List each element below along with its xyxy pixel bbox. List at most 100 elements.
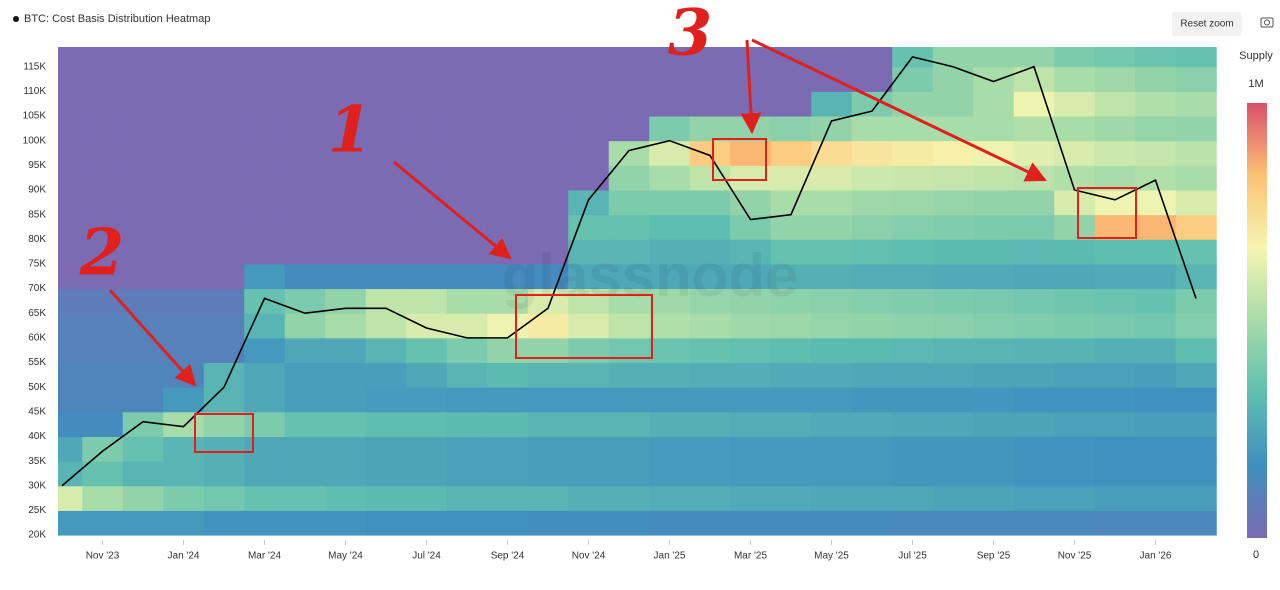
- heat-cell: [325, 214, 367, 240]
- heat-cell: [1054, 436, 1096, 462]
- heat-cell: [406, 362, 448, 388]
- camera-icon[interactable]: [1260, 17, 1274, 28]
- heat-cell: [1054, 263, 1096, 290]
- heat-cell: [1094, 189, 1136, 216]
- heat-cell: [82, 116, 124, 142]
- heat-cell: [851, 288, 893, 314]
- heat-cell: [365, 313, 407, 339]
- heat-cell: [58, 239, 83, 265]
- reset-zoom-label[interactable]: Reset zoom: [1180, 19, 1233, 30]
- heat-cell: [689, 510, 731, 536]
- heat-cell: [203, 288, 245, 314]
- heat-cell: [406, 510, 448, 536]
- heat-cell: [568, 165, 610, 191]
- heat-cell: [892, 165, 934, 191]
- colorbar: [1247, 103, 1267, 538]
- heat-cell: [892, 91, 934, 117]
- heat-cell: [325, 165, 367, 191]
- heat-cell: [58, 263, 83, 290]
- heat-cell: [58, 313, 83, 339]
- heat-cell: [325, 337, 367, 364]
- heat-cell: [770, 313, 812, 339]
- heat-cell: [82, 288, 124, 314]
- y-tick-label: 25K: [28, 505, 46, 516]
- heat-cell: [244, 461, 286, 487]
- heat-cell: [58, 214, 83, 240]
- heat-cell: [1175, 387, 1217, 413]
- heat-cell: [82, 91, 124, 117]
- heat-cell: [284, 485, 326, 511]
- heat-cell: [203, 461, 245, 487]
- heat-cell: [568, 337, 610, 364]
- heat-cell: [527, 189, 569, 216]
- x-tick-label: Jan '25: [654, 551, 686, 562]
- y-tick-label: 45K: [28, 406, 46, 417]
- heat-cell: [770, 362, 812, 388]
- heat-cell: [689, 214, 731, 240]
- heat-cell: [1094, 411, 1136, 437]
- heat-cell: [446, 510, 488, 536]
- heat-cell: [244, 313, 286, 339]
- heat-cell: [82, 485, 124, 511]
- heat-cell: [1054, 140, 1096, 166]
- heat-cell: [163, 140, 205, 166]
- heat-cell: [163, 189, 205, 216]
- y-tick-label: 75K: [28, 259, 46, 270]
- heat-cell: [568, 91, 610, 117]
- heat-cell: [244, 436, 286, 462]
- heat-cell: [730, 263, 772, 290]
- heat-cell: [244, 510, 286, 536]
- heat-cell: [325, 510, 367, 536]
- heat-cell: [770, 337, 812, 364]
- heat-cell: [608, 337, 650, 364]
- heat-cell: [568, 362, 610, 388]
- heat-cell: [730, 411, 772, 437]
- reset-zoom-button[interactable]: Reset zoom: [1172, 12, 1242, 36]
- heat-cell: [1013, 47, 1055, 68]
- heat-cell: [1135, 288, 1177, 314]
- heat-cell: [163, 337, 205, 364]
- heat-cell: [932, 362, 974, 388]
- heat-cell: [1094, 362, 1136, 388]
- heat-cell: [487, 510, 529, 536]
- heat-cell: [892, 47, 934, 68]
- heat-cell: [1054, 313, 1096, 339]
- heat-cell: [284, 189, 326, 216]
- heat-cell: [932, 485, 974, 511]
- heat-cell: [689, 189, 731, 216]
- heat-cell: [406, 189, 448, 216]
- heat-cell: [1094, 214, 1136, 240]
- watermark: glassnode: [502, 242, 799, 309]
- heat-cell: [851, 362, 893, 388]
- heat-cell: [284, 337, 326, 364]
- heat-cell: [1054, 510, 1096, 536]
- heat-cell: [649, 116, 691, 142]
- heat-cell: [811, 411, 853, 437]
- heat-cell: [973, 263, 1015, 290]
- heat-cell: [1054, 387, 1096, 413]
- heat-cell: [1054, 66, 1096, 92]
- heat-cell: [608, 165, 650, 191]
- heat-cell: [608, 510, 650, 536]
- heat-cell: [203, 387, 245, 413]
- heat-cell: [932, 411, 974, 437]
- heat-cell: [649, 66, 691, 92]
- heat-cell: [365, 239, 407, 265]
- heat-cell: [1054, 362, 1096, 388]
- heat-cell: [122, 485, 164, 511]
- camera-lens[interactable]: [1264, 19, 1270, 26]
- arrow: [740, 39, 762, 135]
- heat-cell: [568, 485, 610, 511]
- heat-cell: [1054, 485, 1096, 511]
- heat-cell: [568, 66, 610, 92]
- y-tick-label: 105K: [23, 111, 47, 122]
- heat-cell: [244, 116, 286, 142]
- x-tick-label: Mar '24: [248, 551, 281, 562]
- camera-body[interactable]: [1260, 17, 1274, 28]
- heat-cell: [365, 337, 407, 364]
- heat-cell: [730, 362, 772, 388]
- reset-zoom-bg[interactable]: [1172, 12, 1242, 36]
- heat-cell: [163, 510, 205, 536]
- heat-cell: [730, 485, 772, 511]
